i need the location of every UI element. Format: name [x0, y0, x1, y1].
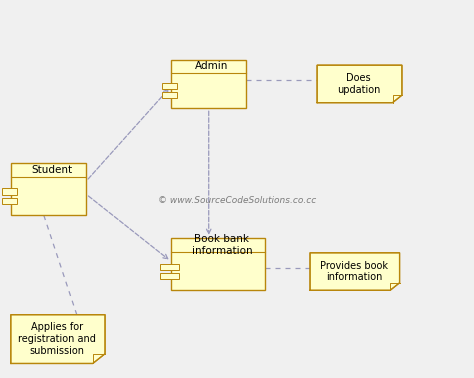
FancyBboxPatch shape — [171, 238, 265, 290]
Polygon shape — [310, 253, 400, 290]
FancyBboxPatch shape — [11, 163, 86, 215]
FancyBboxPatch shape — [160, 273, 179, 279]
FancyBboxPatch shape — [162, 84, 177, 89]
FancyBboxPatch shape — [160, 263, 179, 270]
Polygon shape — [11, 315, 105, 364]
Text: © www.SourceCodeSolutions.co.cc: © www.SourceCodeSolutions.co.cc — [158, 196, 316, 205]
FancyBboxPatch shape — [2, 198, 17, 204]
FancyBboxPatch shape — [162, 92, 177, 98]
Text: Does
updation: Does updation — [337, 73, 380, 95]
Text: Admin: Admin — [195, 61, 228, 71]
Polygon shape — [317, 65, 402, 103]
Text: Student: Student — [31, 165, 72, 175]
Text: Provides book
information: Provides book information — [320, 261, 388, 282]
FancyBboxPatch shape — [2, 189, 17, 195]
Text: Book bank
information: Book bank information — [191, 234, 252, 256]
Text: Applies for
registration and
submission: Applies for registration and submission — [18, 322, 96, 356]
FancyBboxPatch shape — [171, 60, 246, 108]
